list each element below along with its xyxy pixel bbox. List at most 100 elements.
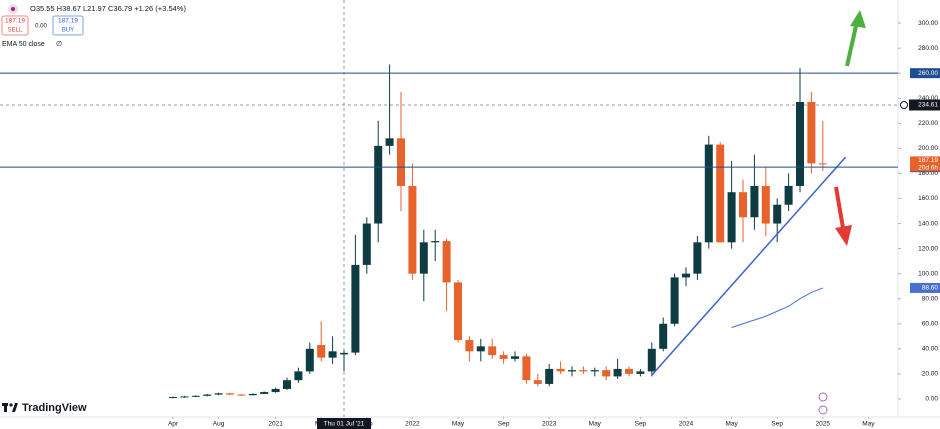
candle-body [203, 394, 212, 396]
candle-body [670, 277, 679, 324]
y-tick-label: 60.00 [922, 320, 939, 327]
y-tick-label: 100.00 [918, 270, 938, 277]
candle-body [613, 368, 622, 377]
y-tick-label: 240.00 [918, 95, 938, 102]
spread: 0.00 [35, 24, 47, 30]
candle-body [556, 368, 565, 372]
y-tick-label: 120.00 [918, 245, 938, 252]
candle-body [397, 138, 405, 186]
candle-body [716, 144, 725, 243]
candle-body [818, 163, 827, 165]
candle-body [739, 192, 747, 218]
candle-body [294, 371, 303, 381]
x-tick-label: Sep [498, 421, 510, 428]
x-tick-label: 2025 [816, 421, 831, 428]
candle-body [431, 241, 440, 243]
candle-body [317, 345, 326, 358]
ema-line [731, 287, 823, 329]
candle-body [693, 242, 702, 274]
x-tick-label: 2021 [268, 421, 283, 428]
candle-body [328, 351, 337, 358]
candle-body [408, 185, 417, 274]
x-tick-label: Aug [213, 421, 225, 428]
crosshair-y-box [909, 99, 940, 111]
buy-label: BUY [62, 28, 74, 34]
hline-label-box [910, 68, 940, 79]
candle-body [545, 368, 554, 384]
buy-price: 187.19 [58, 18, 78, 25]
x-tick-label: Apr [168, 421, 179, 428]
candle-body [568, 370, 576, 372]
candle-body [704, 144, 713, 243]
candle-body [796, 101, 804, 186]
candle-body [214, 393, 223, 395]
last-price-label: 187.19 [918, 157, 938, 164]
y-tick-label: 220.00 [918, 120, 938, 127]
buy-button[interactable] [52, 15, 84, 36]
candle-body [442, 241, 451, 283]
x-tick-label: May [589, 421, 602, 428]
x-tick-label: May [452, 421, 465, 428]
x-tick-label: Sep [771, 421, 783, 428]
candle-body [374, 145, 383, 224]
brand-logo [2, 403, 18, 412]
event-icon[interactable] [818, 405, 828, 415]
crosshair-icon [900, 100, 908, 109]
brand: TradingView [22, 402, 87, 414]
x-tick-label: 2022 [405, 421, 420, 428]
candle-body [180, 396, 189, 398]
candle-body [419, 242, 428, 274]
candle-body [465, 340, 474, 352]
candle-body [283, 380, 291, 389]
candle-body [579, 370, 588, 372]
y-tick-label: 0.00 [925, 396, 938, 403]
candle-body [682, 273, 690, 278]
candle-body [784, 185, 793, 205]
candle-body [499, 355, 508, 359]
candle-body [362, 223, 371, 265]
y-tick-label: 180.00 [918, 170, 938, 177]
y-tick-label: 140.00 [918, 220, 938, 227]
candle-body [761, 185, 770, 224]
crosshair-y-label: 234.61 [918, 102, 938, 109]
candle-body [271, 388, 280, 393]
candle-body [476, 346, 485, 352]
candle-body [807, 101, 816, 164]
hline-label: 260.00 [918, 70, 938, 77]
green-arrow [845, 10, 866, 67]
x-tick-label: 2023 [542, 421, 557, 428]
candle-body [488, 346, 497, 356]
crosshair-x-box [317, 418, 371, 429]
sell-button[interactable] [1, 15, 29, 36]
candle-body [454, 282, 462, 341]
sell-label: SELL [8, 28, 23, 34]
candle-body [533, 380, 542, 384]
y-tick-label: 280.00 [918, 45, 938, 52]
candle-body [727, 192, 736, 243]
countdown: 20d 6h [918, 165, 938, 172]
last-price-box [910, 156, 940, 172]
y-tick-label: 300.00 [918, 20, 938, 27]
candle-body [590, 370, 599, 372]
candle-body [625, 368, 633, 374]
red-arrow [834, 186, 852, 246]
x-tick-label: May [725, 421, 738, 428]
candle-body [340, 352, 348, 355]
x-tick-label: Sep [635, 421, 647, 428]
trendline [651, 156, 847, 376]
crosshair-x-label: Thu 01 Jul '21 [324, 421, 365, 428]
sell-price: 187.19 [5, 18, 25, 25]
candle-body [522, 356, 531, 381]
candle-body [226, 393, 234, 395]
candle-body [773, 204, 782, 224]
y-tick-label: 20.00 [922, 371, 939, 378]
candle-body [659, 323, 668, 349]
x-tick-label: May [862, 421, 875, 428]
candle-body [237, 394, 246, 396]
candle-body [260, 392, 269, 394]
event-icon[interactable] [818, 392, 828, 402]
candle-body [647, 348, 656, 372]
candle-body [248, 393, 257, 396]
